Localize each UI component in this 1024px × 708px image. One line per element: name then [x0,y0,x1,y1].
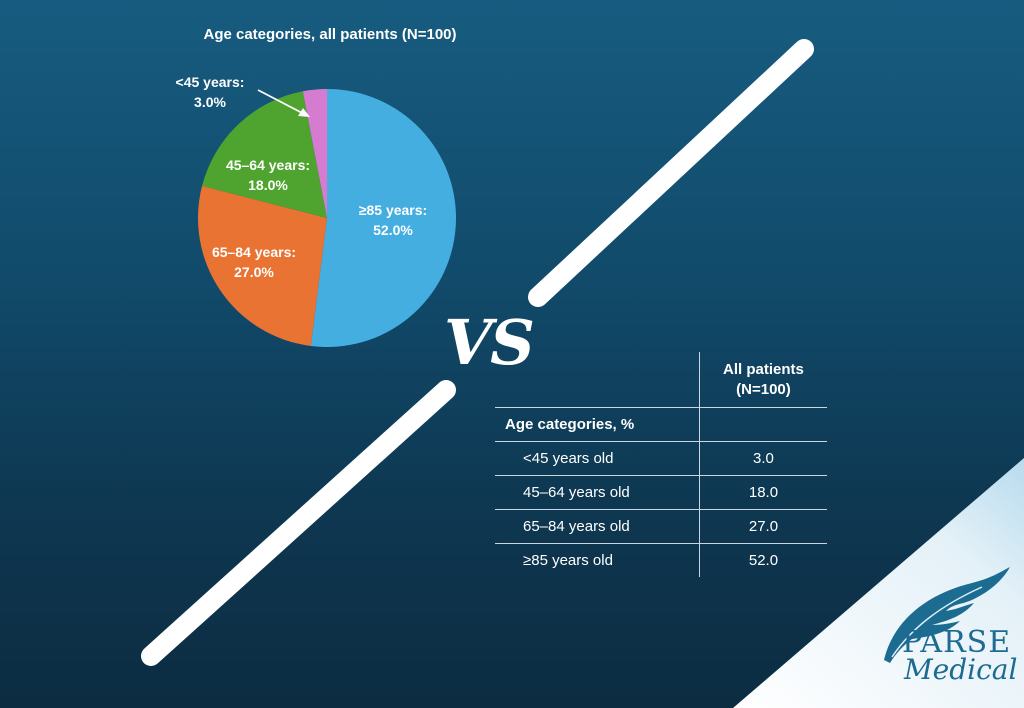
row-label: 65–84 years old [495,509,700,544]
table-row: 45–64 years old 18.0 [495,475,827,510]
row-label: ≥85 years old [523,552,613,569]
row-value: 3.0 [698,441,827,476]
row-label: <45 years old [495,441,700,476]
table-row: 65–84 years old 27.0 [495,509,827,544]
slice-value-label: 27.0% [234,264,274,280]
slice-value-label: 3.0% [194,94,226,110]
parse-medical-logo: PARSE Medical [862,565,1022,700]
section-label: Age categories, % [495,407,700,442]
table-column-header: All patients (N=100) [698,352,827,408]
table-header-empty [495,352,700,408]
table-header-row: All patients (N=100) [495,352,827,408]
slice-value-label: 18.0% [248,177,288,193]
table-row: <45 years old 3.0 [495,441,827,476]
column-header-line1: All patients [723,360,804,378]
column-header-line2: (N=100) [736,380,791,398]
age-table: All patients (N=100) Age categories, % <… [495,352,827,577]
pie-slice [202,91,327,218]
pie-chart-title: Age categories, all patients (N=100) [203,26,457,43]
logo-text-parse: PARSE [902,625,1012,660]
logo-text-medical: Medical [904,653,1018,686]
row-label: 45–64 years old [495,475,700,510]
callout-arrow-line [257,89,307,116]
pie-slice [310,89,456,348]
slice-label: 45–64 years: [226,157,310,173]
slice-value-label: 52.0% [373,222,413,238]
pie-slice [302,89,327,218]
row-value: 27.0 [698,509,827,544]
callout-arrow-head [298,108,310,117]
row-value: 52.0 [698,543,827,577]
table-row: ≥85 years old 52.0 [495,543,827,577]
pie-slice [197,185,327,346]
slice-label: <45 years: [176,74,245,90]
slice-label: ≥85 years: [359,202,427,218]
table-section-row: Age categories, % [495,407,827,442]
slice-label: 65–84 years: [212,244,296,260]
row-value: 18.0 [698,475,827,510]
section-value-empty [698,407,827,442]
quill-icon [884,567,1010,663]
